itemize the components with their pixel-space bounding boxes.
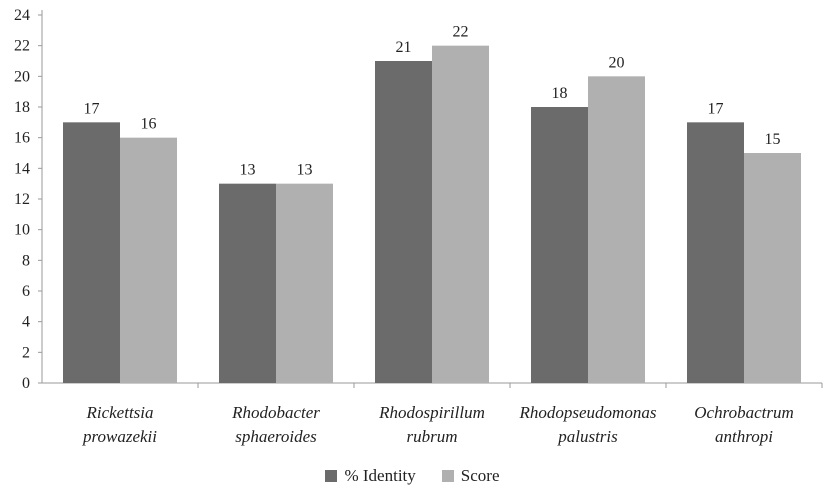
chart-bars: [63, 45, 801, 384]
y-tick-label: 10: [14, 222, 30, 239]
legend-item-score: Score: [441, 466, 500, 486]
chart-data-labels: 17 16 13 13 21 22 18 20 17 15: [84, 24, 781, 179]
legend: % Identity Score: [0, 466, 825, 486]
y-tick-label: 6: [22, 283, 30, 300]
bar-score: [276, 183, 333, 383]
x-tick-label: rubrum: [406, 427, 457, 446]
y-tick-label: 16: [14, 130, 30, 147]
y-tick-label: 4: [22, 314, 30, 331]
bar-score: [432, 45, 489, 384]
legend-swatch-score: [441, 470, 454, 482]
x-axis-tick-labels: Rickettsia prowazekii Rhodobacter sphaeroid…: [82, 403, 794, 446]
legend-label-score: Score: [460, 466, 500, 485]
data-label: 13: [297, 162, 313, 179]
bar-identity: [687, 122, 744, 383]
y-tick-label: 2: [22, 344, 30, 361]
legend-item-identity: % Identity: [325, 466, 416, 486]
x-tick-label: palustris: [557, 427, 618, 446]
y-tick-label: 22: [14, 38, 30, 55]
bar-identity: [531, 107, 588, 383]
data-label: 22: [453, 24, 469, 41]
data-label: 13: [240, 162, 256, 179]
x-tick-label: Rickettsia: [85, 403, 153, 422]
x-tick-label: Rhodopseudomonas: [519, 403, 657, 422]
x-tick-label: anthropi: [715, 427, 773, 446]
y-tick-label: 18: [14, 99, 30, 116]
y-tick-label: 14: [14, 160, 30, 177]
bar-score: [120, 137, 177, 383]
x-tick-label: Rhodobacter: [231, 403, 320, 422]
bar-identity: [375, 61, 432, 383]
x-tick-label: Rhodospirillum: [378, 403, 485, 422]
bar-score: [744, 153, 801, 383]
x-tick-label: prowazekii: [82, 427, 157, 446]
y-tick-label: 20: [14, 68, 30, 85]
bar-identity: [219, 183, 276, 383]
data-label: 21: [396, 39, 412, 56]
legend-label-identity: % Identity: [344, 466, 416, 485]
bar-identity: [63, 122, 120, 383]
y-tick-label: 12: [14, 191, 30, 208]
data-label: 18: [552, 85, 568, 102]
data-label: 15: [765, 131, 781, 148]
legend-swatch-identity: [325, 470, 338, 482]
x-tick-label: sphaeroides: [235, 427, 317, 446]
y-tick-label: 8: [22, 252, 30, 269]
y-tick-label: 0: [22, 375, 30, 392]
data-label: 17: [84, 100, 100, 117]
data-label: 16: [141, 116, 157, 133]
data-label: 20: [609, 54, 625, 71]
bar-score: [588, 76, 645, 383]
data-label: 17: [708, 100, 724, 117]
x-tick-label: Ochrobactrum: [694, 403, 793, 422]
y-tick-label: 24: [14, 7, 30, 24]
